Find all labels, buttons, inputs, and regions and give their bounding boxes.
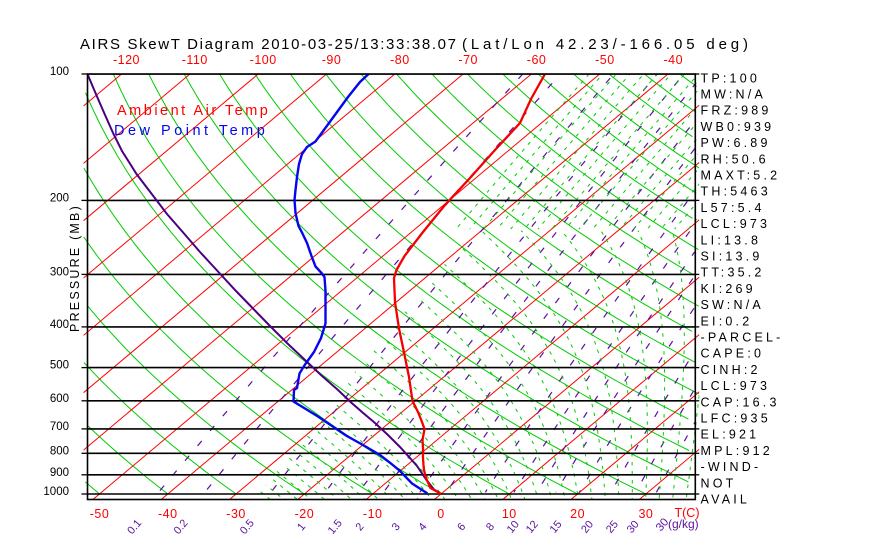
- svg-text:AIRS SkewT Diagram 2010-03-25/: AIRS SkewT Diagram 2010-03-25/13:33:38.0…: [80, 36, 456, 53]
- svg-text:-10: -10: [363, 507, 383, 521]
- svg-text:20: 20: [570, 507, 585, 521]
- svg-text:PRESSURE (MB): PRESSURE (MB): [68, 204, 82, 332]
- svg-text:(g/kg): (g/kg): [668, 517, 699, 531]
- svg-text:-30: -30: [226, 507, 246, 521]
- svg-text:MAXT:5.2: MAXT:5.2: [701, 169, 781, 183]
- svg-text:PW:6.89: PW:6.89: [701, 136, 771, 150]
- svg-text:SW:N/A: SW:N/A: [701, 298, 764, 312]
- svg-text:Dew Point Temp: Dew Point Temp: [114, 123, 268, 139]
- svg-text:-90: -90: [322, 53, 342, 67]
- svg-text:RH:50.6: RH:50.6: [701, 152, 769, 166]
- svg-text:TP:100: TP:100: [701, 71, 761, 85]
- svg-text:-50: -50: [595, 53, 615, 67]
- svg-text:-70: -70: [458, 53, 478, 67]
- svg-text:LI:13.8: LI:13.8: [701, 233, 762, 247]
- svg-text:-60: -60: [527, 53, 547, 67]
- svg-text:10: 10: [502, 507, 517, 521]
- svg-text:MPL:912: MPL:912: [701, 444, 773, 458]
- svg-text:EL:921: EL:921: [701, 428, 760, 442]
- svg-text:TH:5463: TH:5463: [701, 185, 771, 199]
- svg-text:600: 600: [50, 393, 69, 405]
- svg-text:KI:269: KI:269: [701, 282, 756, 296]
- svg-text:400: 400: [50, 319, 69, 331]
- svg-text:0: 0: [437, 507, 444, 521]
- svg-text:LCL:973: LCL:973: [701, 379, 771, 393]
- svg-text:EI:0.2: EI:0.2: [701, 314, 753, 328]
- svg-text:-110: -110: [182, 53, 208, 67]
- svg-text:-80: -80: [390, 53, 410, 67]
- svg-text:700: 700: [50, 421, 69, 433]
- svg-text:LFC:935: LFC:935: [701, 412, 771, 426]
- svg-text:1000: 1000: [43, 486, 69, 498]
- svg-text:800: 800: [50, 445, 69, 457]
- svg-text:MW:N/A: MW:N/A: [701, 88, 767, 102]
- svg-text:NOT: NOT: [701, 476, 737, 490]
- svg-text:100: 100: [50, 66, 69, 78]
- svg-text:L57:5.4: L57:5.4: [701, 201, 765, 215]
- svg-text:300: 300: [50, 266, 69, 278]
- svg-text:-WIND-: -WIND-: [701, 460, 762, 474]
- svg-text:-40: -40: [158, 507, 178, 521]
- svg-text:CINH:2: CINH:2: [701, 363, 761, 377]
- svg-text:-40: -40: [664, 53, 684, 67]
- svg-text:WB0:939: WB0:939: [701, 120, 775, 134]
- svg-text:Ambient Air Temp: Ambient Air Temp: [117, 103, 270, 119]
- svg-text:LCL:973: LCL:973: [701, 217, 771, 231]
- svg-text:500: 500: [50, 360, 69, 372]
- svg-text:CAP:16.3: CAP:16.3: [701, 395, 780, 409]
- svg-text:200: 200: [50, 192, 69, 204]
- svg-text:-100: -100: [250, 53, 277, 67]
- svg-text:TT:35.2: TT:35.2: [701, 266, 765, 280]
- svg-text:900: 900: [50, 467, 69, 479]
- svg-text:-20: -20: [295, 507, 315, 521]
- svg-text:-50: -50: [90, 507, 110, 521]
- svg-text:AVAIL: AVAIL: [701, 493, 751, 507]
- svg-text:30: 30: [638, 507, 653, 521]
- svg-text:FRZ:989: FRZ:989: [701, 104, 772, 118]
- svg-text:-PARCEL-: -PARCEL-: [701, 331, 784, 345]
- svg-text:SI:13.9: SI:13.9: [701, 250, 763, 264]
- svg-text:T(C): T(C): [675, 506, 700, 520]
- svg-text:CAPE:0: CAPE:0: [701, 347, 765, 361]
- svg-text:-120: -120: [113, 53, 140, 67]
